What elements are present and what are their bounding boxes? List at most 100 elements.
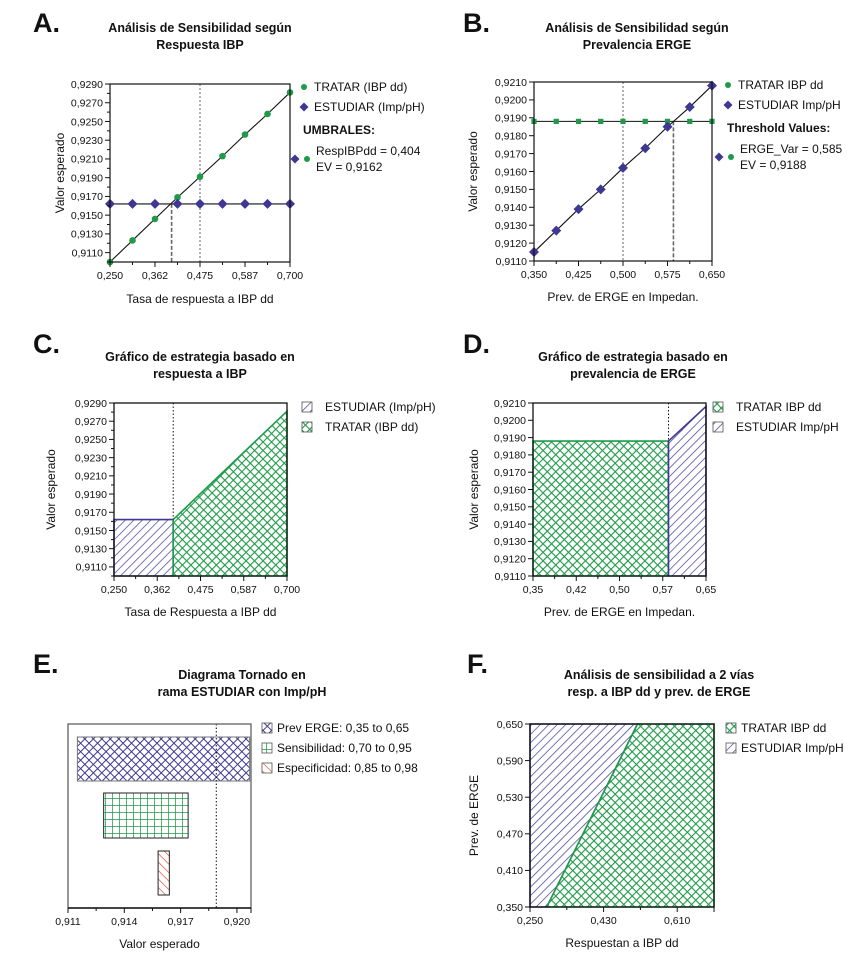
y-tick-label: 0,9180 <box>495 131 527 143</box>
chart-title: resp. a IBP dd y prev. de ERGE <box>568 685 751 699</box>
y-tick-label: 0,9190 <box>75 489 107 501</box>
legend-label: TRATAR IBP dd <box>741 721 826 735</box>
legend-label: Sensibilidad: 0,70 to 0,95 <box>277 741 412 755</box>
data-point <box>620 118 626 124</box>
x-tick-label: 0,362 <box>142 270 168 282</box>
legend: ESTUDIAR (Imp/pH) TRATAR (IBP dd) <box>301 400 436 434</box>
y-tick-label: 0,9140 <box>495 202 527 214</box>
data-point <box>196 173 204 181</box>
legend-label: ESTUDIAR (Imp/pH) <box>314 100 425 114</box>
y-axis-label: Valor esperado <box>53 132 67 213</box>
chart-title: Análisis de sensibilidad a 2 vías <box>564 668 754 682</box>
data-point <box>219 152 226 160</box>
legend-label: ESTUDIAR Imp/pH <box>736 420 839 434</box>
x-tick-label: 0,430 <box>590 915 616 927</box>
x-tick-label: 0,911 <box>55 916 81 928</box>
x-tick-label: 0,700 <box>277 270 303 282</box>
panel-letter: D. <box>463 329 490 359</box>
legend-marker-circle <box>728 154 734 160</box>
x-tick-label: 0,425 <box>565 269 591 281</box>
legend-marker-circle <box>725 82 731 88</box>
legend-label: TRATAR (IBP dd) <box>325 420 418 434</box>
threshold-ev: EV = 0,9162 <box>316 160 383 174</box>
data-point <box>553 118 559 124</box>
legend-label: TRATAR IBP dd <box>736 400 821 414</box>
chart-title: Análisis de Sensibilidad según <box>545 21 728 35</box>
plot-frame <box>529 723 715 908</box>
data-point <box>241 131 249 138</box>
y-tick-label: 0,9110 <box>496 256 527 268</box>
x-tick-label: 0,65 <box>696 584 717 596</box>
y-tick-label: 0,9140 <box>494 519 526 531</box>
data-point <box>262 198 273 209</box>
chart-title: rama ESTUDIAR con Imp/pH <box>158 685 327 699</box>
tornado-bar <box>76 736 251 782</box>
y-tick-label: 0,9150 <box>494 502 526 514</box>
x-tick-label: 0,575 <box>654 269 680 281</box>
data-point <box>172 198 183 209</box>
legend-label: TRATAR IBP dd <box>738 78 823 92</box>
y-axis-label: Valor esperado <box>467 449 481 530</box>
y-tick-label: 0,9110 <box>76 562 107 574</box>
y-axis-label: Valor esperado <box>466 131 480 212</box>
y-tick-label: 0,9170 <box>71 191 103 203</box>
y-tick-label: 0,9210 <box>494 398 526 410</box>
chart-title: Gráfico de estrategia basado en <box>538 350 728 364</box>
x-tick-label: 0,914 <box>111 916 137 928</box>
chart-d: D. Gráfico de estrategia basado en prevale… <box>463 329 839 619</box>
chart-title: Análisis de Sensibilidad según <box>108 21 291 35</box>
legend-swatch <box>261 722 273 734</box>
threshold-value: ERGE_Var = 0,585 <box>740 142 842 156</box>
y-tick-label: 0,9270 <box>71 98 103 110</box>
x-tick-label: 0,610 <box>664 915 690 927</box>
data-point <box>662 121 673 132</box>
chart-title: respuesta a IBP <box>153 367 247 381</box>
x-axis-label: Tasa de Respuesta a IBP dd <box>125 605 277 619</box>
data-point <box>664 118 671 124</box>
data-point <box>573 204 584 215</box>
y-tick-label: 0,9190 <box>71 172 103 184</box>
y-tick-label: 0,9230 <box>71 135 103 147</box>
y-tick-label: 0,530 <box>497 792 523 804</box>
data-point <box>264 110 271 118</box>
data-point <box>129 237 136 244</box>
y-tick-label: 0,9130 <box>75 543 107 555</box>
data-point <box>575 118 582 124</box>
data-point <box>151 215 159 223</box>
chart-b: B. Análisis de Sensibilidad según Prevalen… <box>463 8 842 304</box>
y-tick-label: 0,9180 <box>494 450 526 462</box>
y-axis-label: Prev. de ERGE <box>467 775 481 856</box>
legend-marker-circle <box>304 156 310 162</box>
legend-marker-diamond <box>714 152 724 162</box>
legend: TRATAR IBP dd ESTUDIAR Imp/pH <box>725 721 844 755</box>
legend: TRATAR IBP dd ESTUDIAR Imp/pH Threshold Va… <box>714 78 842 172</box>
x-tick-label: 0,35 <box>523 584 544 596</box>
chart-title: Respuesta IBP <box>156 38 244 52</box>
panel-letter: C. <box>33 329 60 359</box>
legend-swatch <box>712 401 724 413</box>
x-tick-label: 0,650 <box>699 269 725 281</box>
legend-label: Prev ERGE: 0,35 to 0,65 <box>277 721 409 735</box>
data-point <box>640 143 651 154</box>
x-tick-label: 0,587 <box>231 584 257 596</box>
x-tick-label: 0,350 <box>521 269 547 281</box>
chart-f: F. Análisis de sensibilidad a 2 vías resp.… <box>467 649 844 950</box>
data-point <box>240 198 250 209</box>
x-axis-label: Prev. de ERGE en Impedan. <box>547 290 698 304</box>
y-tick-label: 0,9270 <box>75 416 107 428</box>
data-point <box>551 225 562 236</box>
x-tick-label: 0,250 <box>101 584 127 596</box>
legend-label: Especificidad: 0,85 to 0,98 <box>277 761 418 775</box>
panel-letter: B. <box>463 8 490 38</box>
y-tick-label: 0,9190 <box>495 113 527 125</box>
chart-title: prevalencia de ERGE <box>570 367 696 381</box>
chart-title: Prevalencia ERGE <box>583 38 691 52</box>
legend-marker-diamond <box>723 100 733 110</box>
data-point <box>217 198 228 209</box>
y-tick-label: 0,470 <box>497 829 523 841</box>
chart-e: E. Diagrama Tornado en rama ESTUDIAR con I… <box>33 649 418 951</box>
x-tick-label: 0,250 <box>97 270 123 282</box>
y-tick-label: 0,9210 <box>71 154 103 166</box>
data-point <box>684 102 695 113</box>
